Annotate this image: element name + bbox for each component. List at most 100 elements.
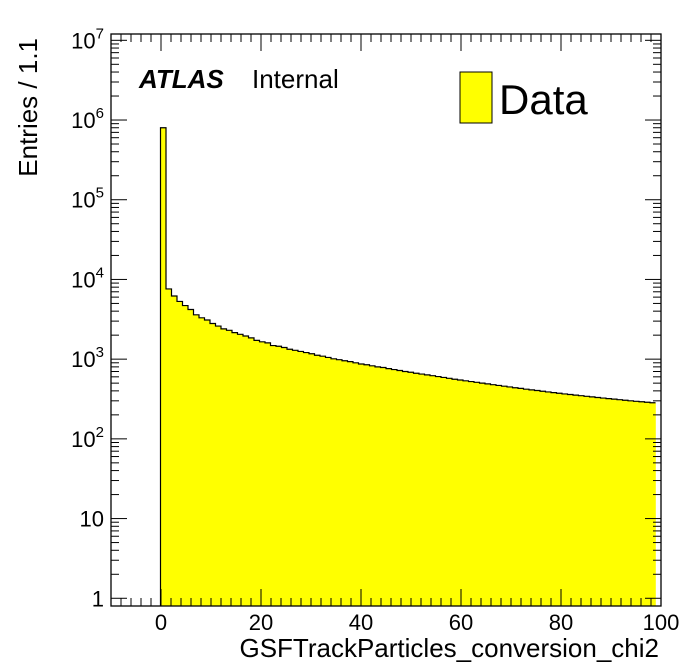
- histogram-bin: [298, 351, 304, 606]
- histogram-bin: [435, 376, 442, 606]
- x-tick-label: 20: [249, 610, 273, 635]
- histogram-bin: [375, 366, 381, 606]
- histogram-bin: [171, 295, 178, 606]
- histogram-bin: [600, 398, 607, 606]
- histogram-bin: [567, 394, 574, 606]
- histogram-bin: [380, 367, 387, 606]
- histogram-bin: [259, 341, 266, 606]
- histogram-bars: [159, 127, 656, 606]
- histogram-bin: [446, 378, 453, 606]
- y-axis-label: Entries / 1.1: [13, 38, 43, 177]
- histogram-bin: [479, 383, 486, 606]
- histogram-bin: [364, 364, 370, 606]
- histogram-bin: [248, 337, 255, 606]
- histogram-bin: [369, 365, 376, 606]
- histogram-bin: [512, 387, 519, 606]
- histogram-bin: [160, 127, 167, 606]
- axes-frame: [110, 33, 662, 607]
- histogram-bin: [468, 381, 475, 606]
- histogram-bin: [545, 391, 552, 606]
- x-tick-label: 60: [449, 610, 473, 635]
- histogram-bin: [402, 371, 409, 606]
- histogram-bin: [353, 362, 359, 606]
- histogram-bin: [265, 342, 271, 606]
- histogram-bin: [188, 309, 194, 606]
- histogram-bin: [243, 336, 249, 606]
- histogram-outline: [159, 127, 656, 606]
- histogram-bin: [342, 360, 348, 606]
- histogram-bin: [562, 393, 568, 606]
- histogram-bin: [644, 402, 651, 606]
- histogram-bin: [347, 361, 354, 606]
- histogram-bin: [204, 319, 211, 606]
- histogram-bin: [331, 358, 337, 606]
- histogram-bin: [210, 323, 216, 606]
- atlas-status-label: Internal: [252, 64, 339, 94]
- atlas-label: ATLAS Internal: [138, 64, 339, 94]
- histogram-bin: [386, 368, 392, 606]
- histogram-bin: [430, 375, 436, 606]
- histogram-bin: [226, 330, 233, 606]
- histogram-bin: [556, 393, 563, 606]
- y-tick-label: 10: [80, 507, 104, 532]
- histogram-bin: [507, 386, 513, 606]
- legend: Data: [459, 71, 588, 124]
- histogram-bin: [309, 353, 315, 606]
- histogram-bin: [540, 391, 546, 606]
- histogram-bin: [573, 395, 579, 606]
- histogram-bin: [336, 359, 343, 606]
- histogram-bin: [358, 363, 365, 606]
- histogram-bin: [413, 373, 420, 606]
- plot-frame: [110, 33, 662, 607]
- histogram-bin: [474, 382, 480, 606]
- histogram-bin: [606, 398, 612, 606]
- x-axis-label: GSFTrackParticles_conversion_chi2: [239, 633, 659, 663]
- histogram-bin: [496, 385, 502, 606]
- histogram-bin: [501, 386, 508, 606]
- histogram-bin: [457, 379, 464, 606]
- histogram-bin: [628, 400, 634, 606]
- histogram-bin: [177, 301, 183, 606]
- y-tick-label: 102: [71, 424, 104, 452]
- histogram-bin: [199, 317, 205, 606]
- histogram-bin: [281, 347, 288, 606]
- histogram-bin: [485, 383, 491, 606]
- histogram-bin: [633, 401, 640, 606]
- histogram-bin: [617, 399, 623, 606]
- y-tick-label: 1: [92, 586, 104, 611]
- histogram-bin: [534, 390, 541, 606]
- histogram-bin: [270, 345, 277, 606]
- histogram-bin: [463, 380, 469, 606]
- x-tick-label: 0: [155, 610, 167, 635]
- histogram-bin: [215, 326, 222, 606]
- histogram-bin: [320, 356, 326, 606]
- histogram-bin: [578, 395, 585, 606]
- histogram-bin: [397, 370, 403, 606]
- histogram-bin: [551, 392, 557, 606]
- y-tick-label: 103: [71, 344, 104, 372]
- atlas-experiment-label: ATLAS: [138, 64, 224, 94]
- y-tick-label: 107: [71, 25, 104, 53]
- histogram-bin: [595, 397, 601, 606]
- y-tick-label: 104: [71, 264, 104, 292]
- histogram-bin: [166, 288, 172, 606]
- histogram-bin: [303, 352, 310, 606]
- legend-entry-data: Data: [499, 76, 588, 123]
- histogram-bin: [490, 384, 497, 606]
- x-tick-label: 40: [349, 610, 373, 635]
- histogram-bin: [622, 400, 629, 606]
- x-tick-label: 100: [643, 610, 680, 635]
- histogram-bin: [221, 328, 227, 606]
- histogram-bin: [424, 374, 431, 606]
- x-tick-label: 80: [549, 610, 573, 635]
- histogram-bin: [237, 334, 244, 606]
- histogram-bin: [589, 396, 596, 606]
- histogram-bin: [232, 332, 238, 606]
- histogram-bin: [650, 402, 656, 606]
- histogram-bin: [391, 369, 398, 606]
- histogram-bin: [419, 374, 425, 606]
- legend-swatch-data: [459, 71, 493, 124]
- histogram-bin: [287, 349, 293, 606]
- histogram-bin: [441, 377, 447, 606]
